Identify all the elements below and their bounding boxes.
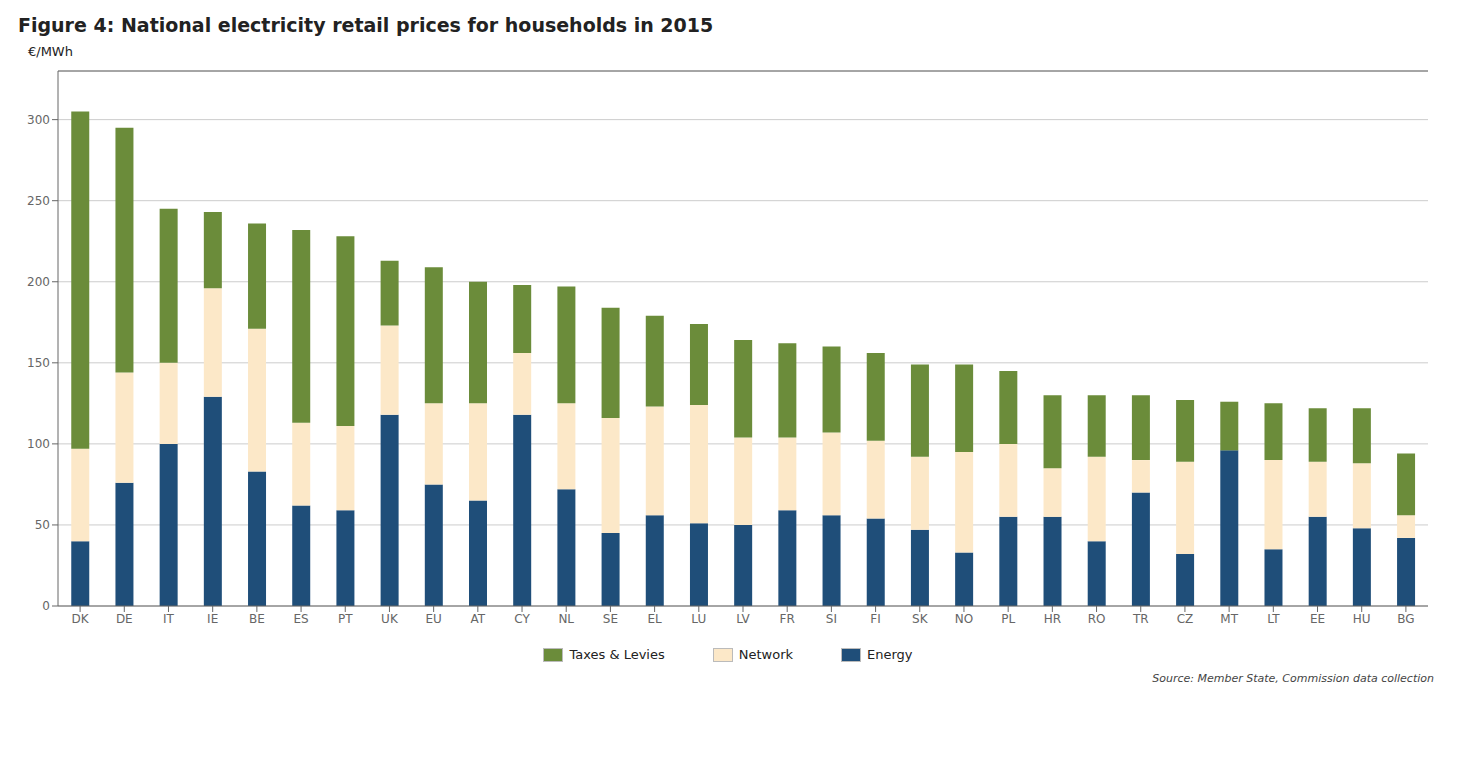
svg-text:IE: IE: [207, 612, 218, 626]
svg-text:SI: SI: [826, 612, 837, 626]
svg-text:BG: BG: [1397, 612, 1414, 626]
svg-text:100: 100: [27, 437, 50, 451]
svg-text:NL: NL: [558, 612, 574, 626]
svg-text:SK: SK: [912, 612, 929, 626]
svg-text:200: 200: [27, 275, 50, 289]
svg-text:MT: MT: [1220, 612, 1238, 626]
svg-text:PT: PT: [338, 612, 353, 626]
svg-text:LU: LU: [691, 612, 706, 626]
svg-text:DE: DE: [116, 612, 133, 626]
svg-text:DK: DK: [72, 612, 90, 626]
svg-text:300: 300: [27, 113, 50, 127]
svg-text:PL: PL: [1001, 612, 1015, 626]
svg-text:EE: EE: [1310, 612, 1325, 626]
svg-text:LV: LV: [736, 612, 750, 626]
svg-text:0: 0: [42, 599, 50, 613]
html-text:Figure 4: National electricity: Figure 4: National electricity retail pr…: [18, 14, 714, 36]
svg-text:50: 50: [35, 518, 50, 532]
html-text:Energy: Energy: [867, 647, 913, 662]
svg-text:UK: UK: [381, 612, 399, 626]
svg-text:CZ: CZ: [1177, 612, 1194, 626]
svg-text:EL: EL: [647, 612, 662, 626]
svg-text:HU: HU: [1353, 612, 1371, 626]
svg-text:TR: TR: [1132, 612, 1149, 626]
svg-text:BE: BE: [249, 612, 265, 626]
svg-text:150: 150: [27, 356, 50, 370]
svg-text:FI: FI: [870, 612, 880, 626]
svg-text:HR: HR: [1044, 612, 1061, 626]
svg-text:IT: IT: [163, 612, 175, 626]
html-text:Network: Network: [738, 647, 793, 662]
svg-text:FR: FR: [780, 612, 795, 626]
svg-text:ES: ES: [293, 612, 308, 626]
svg-text:CY: CY: [514, 612, 530, 626]
svg-text:SE: SE: [603, 612, 618, 626]
svg-text:250: 250: [27, 194, 50, 208]
svg-text:AT: AT: [471, 612, 486, 626]
html-text:Source: Member State, Commissi: Source: Member State, Commission data co…: [1152, 672, 1434, 685]
svg-text:NO: NO: [955, 612, 973, 626]
html-text:Taxes & Levies: Taxes & Levies: [569, 647, 665, 662]
svg-text:RO: RO: [1088, 612, 1106, 626]
svg-text:EU: EU: [425, 612, 441, 626]
svg-text:LT: LT: [1267, 612, 1280, 626]
html-text:€/MWh: €/MWh: [28, 44, 73, 59]
